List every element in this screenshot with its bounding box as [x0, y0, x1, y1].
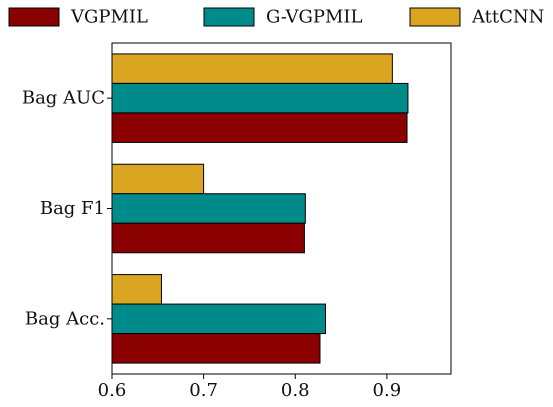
x-tick-label-0-7: 0.7 [189, 380, 218, 401]
y-tick-label-bag-acc: Bag Acc. [25, 308, 105, 329]
bar-vgpmil-bag-f1 [111, 222, 305, 254]
legend-swatch-attcnn [409, 7, 461, 27]
bars-group [111, 53, 409, 364]
legend-item-g-vgpmil: G-VGPMIL [203, 7, 363, 28]
bar-vgpmil-bag-acc [111, 333, 321, 364]
legend-swatch-vgpmil [8, 7, 60, 27]
bar-g-vgpmil-bag-auc [111, 82, 409, 114]
bar-attcnn-bag-acc [111, 274, 162, 305]
legend-label-g-vgpmil: G-VGPMIL [266, 7, 363, 28]
x-tick-label-0-8: 0.8 [281, 380, 310, 401]
legend-label-attcnn: AttCNN [471, 7, 544, 28]
y-tick-label-bag-f1: Bag F1 [40, 198, 105, 219]
y-axis: Bag AUC Bag F1 Bag Acc. [22, 88, 112, 329]
legend: VGPMIL G-VGPMIL AttCNN [8, 7, 544, 28]
bar-g-vgpmil-bag-acc [111, 303, 326, 335]
bar-attcnn-bag-f1 [111, 163, 205, 195]
bar-attcnn-bag-auc [111, 53, 393, 84]
legend-item-attcnn: AttCNN [409, 7, 544, 28]
x-tick-label-0-9: 0.9 [373, 380, 402, 401]
legend-swatch-g-vgpmil [203, 7, 255, 27]
x-tick-label-0-6: 0.6 [98, 380, 127, 401]
x-axis: 0.6 0.7 0.8 0.9 [98, 374, 402, 401]
bar-vgpmil-bag-auc [111, 112, 408, 143]
y-tick-label-bag-auc: Bag AUC [22, 88, 105, 109]
legend-label-vgpmil: VGPMIL [70, 7, 148, 28]
bar-g-vgpmil-bag-f1 [111, 193, 306, 224]
legend-item-vgpmil: VGPMIL [8, 7, 148, 28]
